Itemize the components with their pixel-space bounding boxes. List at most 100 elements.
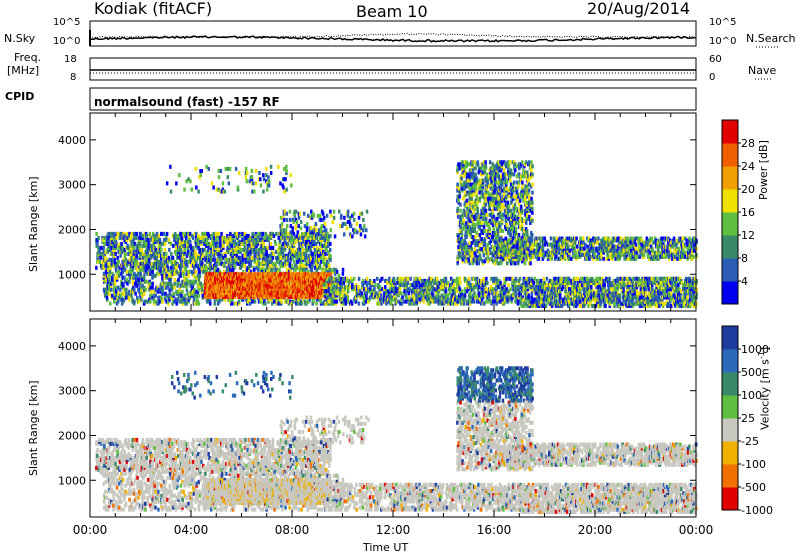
heatmap-cell [253,257,256,262]
heatmap-cell [311,259,314,264]
heatmap-cell [169,277,172,282]
heatmap-cell [370,289,374,294]
heatmap-cell [260,297,263,302]
heatmap-cell [396,280,399,285]
heatmap-cell [97,235,100,240]
heatmap-cell [97,245,100,250]
heatmap-cell [495,276,498,281]
heatmap-cell [176,297,179,302]
heatmap-cell [130,255,134,260]
heatmap-cell [473,216,476,221]
heatmap-cell [475,216,479,221]
heatmap-cell [179,241,182,246]
heatmap-cell [223,282,227,287]
heatmap-cell [291,280,295,285]
cpid-label: CPID [5,90,35,103]
heatmap-cell [105,291,109,296]
heatmap-cell [345,299,349,304]
heatmap-cell [496,291,499,296]
heatmap-cell [217,231,220,236]
heatmap-cell [310,267,313,272]
heatmap-cell [135,259,139,264]
heatmap-cell [251,280,254,285]
heatmap-cell [237,299,241,304]
heatmap-cell [490,276,493,281]
heatmap-cell [476,255,480,260]
heatmap-cell [464,276,467,281]
heatmap-cell [295,237,299,242]
heatmap-cell [132,237,135,242]
heatmap-cell [191,235,195,240]
heatmap-cell [159,259,163,264]
heatmap-cell [302,284,306,289]
heatmap-cell [234,292,237,297]
heatmap-cell [248,297,251,302]
heatmap-cell [470,255,474,260]
heatmap-cell [293,272,297,277]
heatmap-cell [389,293,392,298]
heatmap-cell [131,273,135,278]
heatmap-cell [466,206,469,211]
heatmap-cell [128,279,131,284]
heatmap-cell [209,284,213,289]
heatmap-cell [516,297,520,302]
x-axis-label: Time UT [363,541,409,554]
heatmap-cell [253,272,256,277]
heatmap-cell [303,267,307,272]
heatmap-cell [403,283,406,287]
heatmap-cell [411,283,414,287]
heatmap-cell [380,301,383,306]
heatmap-cell [257,231,260,236]
heatmap-cell [479,178,482,183]
heatmap-cell [160,271,163,276]
heatmap-cell [397,293,400,298]
heatmap-cell [271,278,275,283]
heatmap-cell [410,301,414,306]
heatmap-cell [273,274,276,279]
heatmap-cell [436,280,440,285]
heatmap-cell [435,276,439,281]
heatmap-cell [180,263,183,268]
heatmap-cell [197,293,201,298]
heatmap-cell [488,291,491,296]
heatmap-cell [317,297,321,302]
heatmap-cell [311,235,315,240]
heatmap-cell [128,231,131,236]
heatmap-cell [197,233,200,238]
heatmap-cell [478,297,482,302]
heatmap-cell [282,290,286,295]
heatmap-cell [506,297,509,302]
heatmap-cell [408,295,411,300]
heatmap-cell [103,253,107,258]
heatmap-cell [192,281,195,286]
heatmap-cell [462,224,466,229]
heatmap-cell [177,277,180,282]
heatmap-cell [219,239,222,244]
heatmap-cell [148,267,151,272]
heatmap-cell [187,273,190,278]
heatmap-cell [347,299,350,304]
heatmap-cell [308,292,312,297]
heatmap-cell [289,269,292,274]
heatmap-cell [303,292,306,297]
cpid-text: normalsound (fast) -157 RF [94,95,280,109]
heatmap-cell [467,276,471,281]
heatmap-cell [461,186,464,191]
heatmap-cell [478,190,481,195]
heatmap-cell [300,263,304,268]
heatmap-cell [233,286,236,291]
heatmap-cell [149,253,153,258]
heatmap-cell [152,233,156,238]
heatmap-cell [457,198,460,203]
heatmap-cell [459,216,462,221]
heatmap-cell [275,272,278,277]
heatmap-cell [172,291,175,296]
heatmap-cell [165,285,168,290]
heatmap-cell [323,293,327,298]
heatmap-cell [233,231,237,236]
heatmap-cell [116,285,120,290]
heatmap-cell [99,255,102,260]
heatmap-cell [449,276,453,281]
heatmap-cell [215,263,218,268]
heatmap-cell [129,253,132,258]
